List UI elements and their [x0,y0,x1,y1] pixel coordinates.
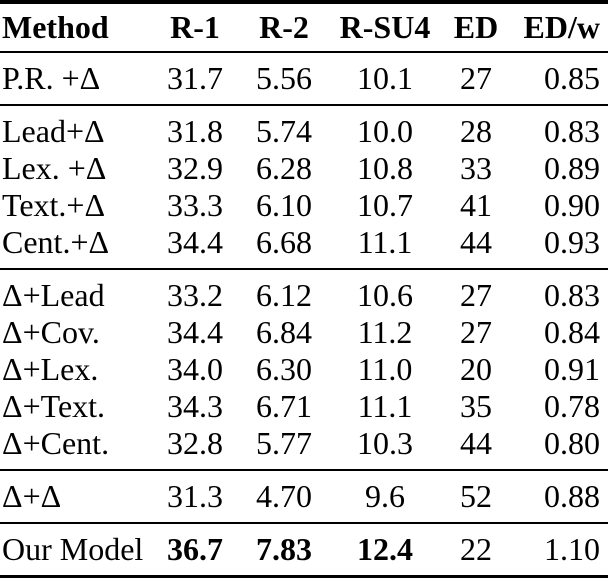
table-row: Δ+Text. 34.3 6.71 11.1 35 0.78 [0,388,608,425]
value-cell: 52 [460,478,492,514]
value-cell: 11.1 [357,388,413,424]
table-header: Method R-1 R-2 R-SU4 ED ED/w [0,2,608,52]
method-cell: Text.+Δ [2,187,106,223]
value-cell: 6.10 [256,187,312,223]
value-cell: 0.89 [544,150,600,186]
table-row: Text.+Δ 33.3 6.10 10.7 41 0.90 [0,187,608,224]
value-cell: 33.2 [167,277,223,313]
value-cell: 44 [460,224,492,260]
method-cell: Our Model [2,531,144,567]
value-cell: 10.1 [357,60,413,96]
table-section-our-model: Our Model 36.7 7.83 12.4 22 1.10 [0,523,608,577]
value-cell: 10.0 [357,113,413,149]
value-cell: 34.4 [167,314,223,350]
table-row: Our Model 36.7 7.83 12.4 22 1.10 [0,523,608,577]
value-cell: 4.70 [256,478,312,514]
value-cell: 31.8 [167,113,223,149]
table-row: Δ+Δ 31.3 4.70 9.6 52 0.88 [0,470,608,523]
value-cell: 0.83 [544,277,600,313]
table-row: Δ+Cov. 34.4 6.84 11.2 27 0.84 [0,314,608,351]
table-section-baseline-plus-delta: P.R. +Δ 31.7 5.56 10.1 27 0.85 [0,52,608,105]
value-cell: 0.78 [544,388,600,424]
table-row: Δ+Cent. 32.8 5.77 10.3 44 0.80 [0,425,608,470]
value-cell: 27 [460,277,492,313]
value-cell: 41 [460,187,492,223]
table-row: Cent.+Δ 34.4 6.68 11.1 44 0.93 [0,224,608,269]
value-cell: 11.1 [357,224,413,260]
method-cell: Cent.+Δ [2,224,110,260]
value-cell: 0.88 [544,478,600,514]
value-cell: 32.9 [167,150,223,186]
method-cell: Δ+Δ [2,478,62,514]
value-cell: 6.68 [256,224,312,260]
value-cell: 6.30 [256,351,312,387]
method-cell: Δ+Cent. [2,425,110,461]
col-header-rsu4: R-SU4 [339,9,431,45]
method-cell: Lead+Δ [2,113,105,149]
value-cell: 7.83 [256,531,312,567]
value-cell: 6.12 [256,277,312,313]
value-cell: 33 [460,150,492,186]
value-cell: 12.4 [357,531,413,567]
value-cell: 34.0 [167,351,223,387]
table-section-delta-plus-extractor: Δ+Lead 33.2 6.12 10.6 27 0.83 Δ+Cov. 34.4 6.84 11… [0,269,608,470]
col-header-ed: ED [453,9,499,45]
value-cell: 10.7 [357,187,413,223]
value-cell: 5.74 [256,113,312,149]
value-cell: 0.83 [544,113,600,149]
col-header-r1: R-1 [170,9,220,45]
value-cell: 28 [460,113,492,149]
value-cell: 27 [460,60,492,96]
table-section-extractor-plus-delta: Lead+Δ 31.8 5.74 10.0 28 0.83 Lex. +Δ 32.9 6.28 1… [0,105,608,269]
value-cell: 0.90 [544,187,600,223]
value-cell: 5.56 [256,60,312,96]
value-cell: 34.3 [167,388,223,424]
value-cell: 31.3 [167,478,223,514]
value-cell: 27 [460,314,492,350]
method-cell: Δ+Lex. [2,351,99,387]
col-header-edw: ED/w [523,9,600,45]
header-row: Method R-1 R-2 R-SU4 ED ED/w [0,2,608,52]
method-cell: Δ+Cov. [2,314,100,350]
value-cell: 10.3 [357,425,413,461]
method-cell: P.R. +Δ [2,60,101,96]
value-cell: 0.85 [544,60,600,96]
method-cell: Δ+Lead [2,277,105,313]
value-cell: 22 [460,531,492,567]
value-cell: 0.91 [544,351,600,387]
value-cell: 44 [460,425,492,461]
value-cell: 0.80 [544,425,600,461]
value-cell: 10.8 [357,150,413,186]
value-cell: 31.7 [167,60,223,96]
table-section-delta-plus-delta: Δ+Δ 31.3 4.70 9.6 52 0.88 [0,470,608,523]
value-cell: 20 [460,351,492,387]
table-row: Lead+Δ 31.8 5.74 10.0 28 0.83 [0,105,608,150]
table-row: Lex. +Δ 32.9 6.28 10.8 33 0.89 [0,150,608,187]
value-cell: 1.10 [544,531,600,567]
value-cell: 0.84 [544,314,600,350]
col-header-r2: R-2 [259,9,309,45]
value-cell: 6.71 [256,388,312,424]
value-cell: 0.93 [544,224,600,260]
value-cell: 6.28 [256,150,312,186]
value-cell: 10.6 [357,277,413,313]
value-cell: 11.0 [357,351,413,387]
value-cell: 34.4 [167,224,223,260]
table-row: P.R. +Δ 31.7 5.56 10.1 27 0.85 [0,52,608,105]
value-cell: 32.8 [167,425,223,461]
value-cell: 35 [460,388,492,424]
method-cell: Δ+Text. [2,388,106,424]
value-cell: 36.7 [167,531,223,567]
table-row: Δ+Lead 33.2 6.12 10.6 27 0.83 [0,269,608,314]
value-cell: 5.77 [256,425,312,461]
value-cell: 11.2 [357,314,413,350]
value-cell: 9.6 [365,478,405,514]
value-cell: 33.3 [167,187,223,223]
value-cell: 6.84 [256,314,312,350]
method-cell: Lex. +Δ [2,150,107,186]
col-header-method: Method [2,9,109,45]
table-row: Δ+Lex. 34.0 6.30 11.0 20 0.91 [0,351,608,388]
